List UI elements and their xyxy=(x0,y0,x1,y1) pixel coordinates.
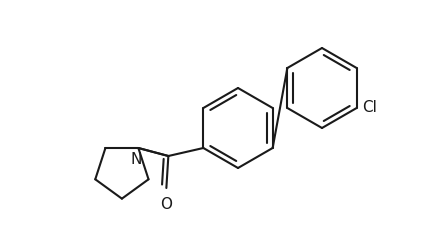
Text: Cl: Cl xyxy=(362,100,377,115)
Text: O: O xyxy=(160,197,172,212)
Text: N: N xyxy=(131,152,142,167)
